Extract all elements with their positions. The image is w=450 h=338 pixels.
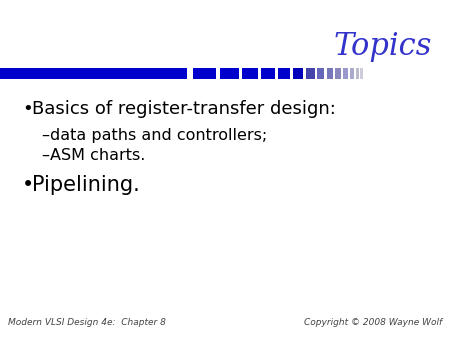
Bar bbox=[317, 68, 324, 79]
Bar bbox=[261, 68, 275, 79]
Bar bbox=[343, 68, 348, 79]
Bar bbox=[0, 68, 187, 79]
Bar bbox=[335, 68, 341, 79]
Text: •: • bbox=[22, 100, 33, 118]
Text: –ASM charts.: –ASM charts. bbox=[42, 148, 145, 163]
Bar bbox=[350, 68, 354, 79]
Text: Topics: Topics bbox=[333, 31, 432, 62]
Bar bbox=[306, 68, 315, 79]
Text: Modern VLSI Design 4e:  Chapter 8: Modern VLSI Design 4e: Chapter 8 bbox=[8, 318, 166, 327]
Bar bbox=[327, 68, 333, 79]
Text: Basics of register-transfer design:: Basics of register-transfer design: bbox=[32, 100, 336, 118]
Bar bbox=[292, 68, 303, 79]
Bar bbox=[360, 68, 363, 79]
Text: Copyright © 2008 Wayne Wolf: Copyright © 2008 Wayne Wolf bbox=[304, 318, 442, 327]
Bar bbox=[242, 68, 258, 79]
Text: –data paths and controllers;: –data paths and controllers; bbox=[42, 128, 267, 143]
Text: •: • bbox=[22, 175, 34, 195]
Bar bbox=[220, 68, 239, 79]
Bar bbox=[356, 68, 359, 79]
Bar bbox=[193, 68, 216, 79]
Bar bbox=[278, 68, 290, 79]
Text: Pipelining.: Pipelining. bbox=[32, 175, 140, 195]
